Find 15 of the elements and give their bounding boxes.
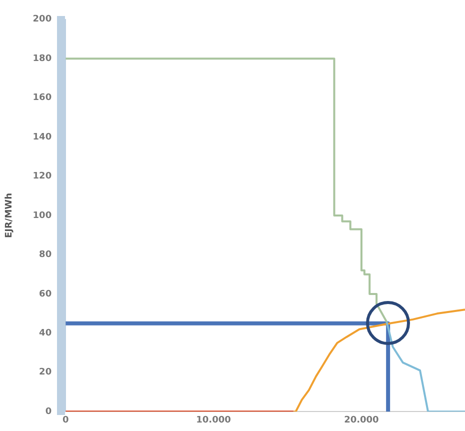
y-axis-title: EJR/MWh [4,192,15,238]
y-tick-label: 20 [39,368,52,378]
y-tick-label: 80 [39,250,52,260]
x-tick-label: 10.000 [196,415,231,426]
y-tick-label: 200 [32,14,52,25]
y-tick-label: 160 [32,93,52,104]
y-tick-label: 100 [32,210,52,221]
y-tick-label: 0 [45,406,52,417]
y-tick-label: 180 [32,54,52,64]
x-tick-label: 0 [62,415,69,426]
x-tick-label: 20.000 [344,415,379,426]
y-tick-label: 60 [39,289,52,300]
y-tick-label: 120 [32,172,52,182]
y-tick-label: 140 [32,132,52,142]
y-tick-label: 40 [39,328,52,339]
